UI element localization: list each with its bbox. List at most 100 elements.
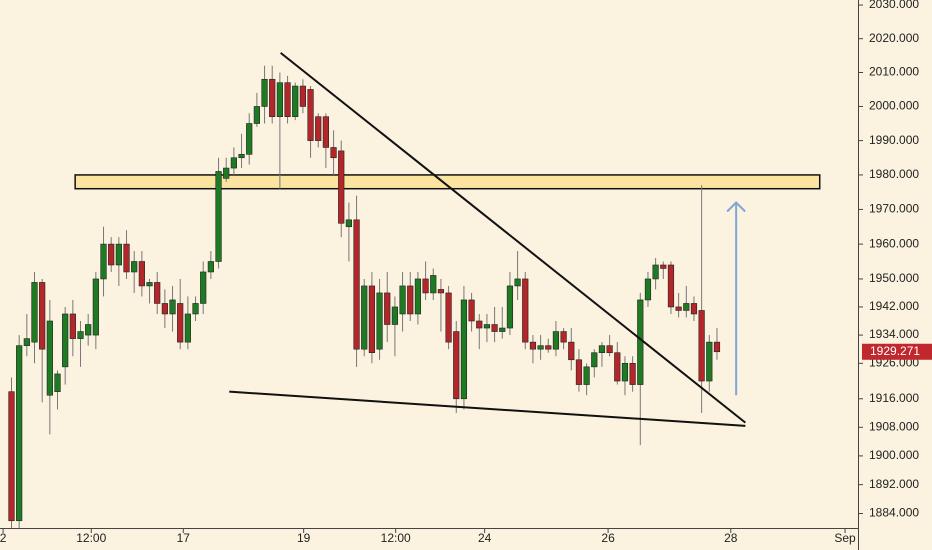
- candle-body: [92, 278, 99, 336]
- candle-body: [46, 320, 53, 396]
- candle-body: [698, 310, 705, 382]
- candle-body: [184, 313, 191, 343]
- candle-body: [161, 303, 168, 315]
- candle-body: [652, 264, 659, 280]
- candle-body: [476, 320, 483, 329]
- price-tag: [862, 343, 932, 360]
- y-tick-label: 1916.000: [869, 391, 919, 405]
- candle-body: [345, 219, 353, 228]
- candle-body: [100, 243, 107, 280]
- candle-body: [506, 285, 514, 329]
- price-tag-label: 1929.271: [870, 344, 920, 358]
- trendline: [229, 390, 746, 427]
- candle-body: [568, 341, 575, 361]
- candle-body: [430, 275, 437, 294]
- candle-body: [468, 299, 475, 322]
- candle-body: [713, 341, 721, 353]
- candle-body: [322, 116, 329, 148]
- candle-body: [598, 345, 606, 354]
- candle-body: [215, 171, 222, 262]
- x-tick-label: 17: [177, 531, 191, 545]
- y-tick-label: 2010.000: [869, 65, 919, 79]
- candle-body: [238, 154, 245, 159]
- candle-body: [522, 278, 529, 343]
- candle-body: [399, 285, 406, 315]
- candle-body: [437, 289, 445, 294]
- candle-body: [552, 331, 560, 350]
- candle-body: [54, 373, 61, 392]
- y-tick-label: 1908.000: [869, 419, 919, 433]
- candle-body: [453, 331, 460, 400]
- candle-body: [146, 282, 153, 287]
- candle-body: [246, 123, 253, 155]
- y-tick-label: 1990.000: [869, 133, 919, 147]
- x-tick-label: 12:00: [76, 531, 106, 545]
- candle-body: [276, 82, 283, 117]
- candle-body: [177, 303, 184, 343]
- candle-body: [353, 219, 360, 350]
- candle-body: [200, 271, 207, 304]
- y-tick-label: 1942.000: [869, 299, 919, 313]
- y-tick-label: 2000.000: [869, 99, 919, 113]
- candle-body: [338, 150, 345, 224]
- candle-body: [69, 313, 76, 339]
- candle-body: [690, 303, 698, 315]
- candle-body: [644, 278, 652, 301]
- candle-body: [192, 303, 199, 315]
- candle-body: [39, 282, 46, 350]
- candle-body: [284, 82, 291, 117]
- candle-body: [537, 345, 544, 350]
- candle-body: [368, 285, 376, 354]
- candle-body: [629, 363, 636, 385]
- candle-body: [169, 299, 176, 315]
- x-tick-label: 26: [601, 531, 615, 545]
- candle-body: [138, 261, 145, 287]
- trendline: [280, 52, 746, 424]
- candle-body: [361, 285, 368, 350]
- y-tick-label: 2020.000: [869, 31, 919, 45]
- candle-body: [545, 345, 552, 350]
- candle-body: [706, 341, 713, 382]
- candle-body: [637, 299, 644, 385]
- candle-body: [131, 261, 138, 273]
- candle-body: [575, 359, 583, 385]
- candle-body: [499, 327, 506, 332]
- y-tick-label: 1900.000: [869, 448, 919, 462]
- candle-body: [529, 341, 537, 350]
- candle-body: [491, 324, 498, 332]
- y-tick-label: 1960.000: [869, 236, 919, 250]
- candle-body: [315, 116, 322, 141]
- candle-body: [683, 303, 690, 311]
- candle-body: [660, 264, 667, 269]
- candle-body: [23, 338, 30, 346]
- candle-body: [299, 85, 306, 107]
- candle-body: [460, 299, 468, 400]
- candle-body: [560, 331, 567, 343]
- candle-body: [108, 243, 115, 266]
- x-tick-label: 19: [297, 531, 311, 545]
- candle-body: [16, 345, 23, 522]
- candle-body: [253, 106, 260, 124]
- candle-body: [514, 278, 521, 287]
- candle-body: [621, 363, 629, 382]
- candle-body: [445, 292, 452, 343]
- candle-body: [407, 285, 414, 315]
- candle-body: [483, 324, 491, 329]
- candle-body: [85, 324, 92, 336]
- x-tick-label: Sep: [834, 531, 856, 545]
- candle-body: [606, 345, 613, 354]
- y-tick-label: 1892.000: [869, 477, 919, 491]
- candle-body: [31, 282, 38, 343]
- candle-body: [422, 278, 429, 294]
- candle-body: [223, 167, 230, 179]
- x-tick-label: 2: [0, 531, 7, 545]
- candle-body: [614, 352, 621, 382]
- y-tick-label: 1934.000: [869, 327, 919, 341]
- candle-body: [8, 391, 15, 522]
- candle-body: [384, 292, 391, 325]
- x-tick-label: 28: [724, 531, 738, 545]
- candle-body: [667, 264, 675, 308]
- candle-body: [123, 243, 130, 273]
